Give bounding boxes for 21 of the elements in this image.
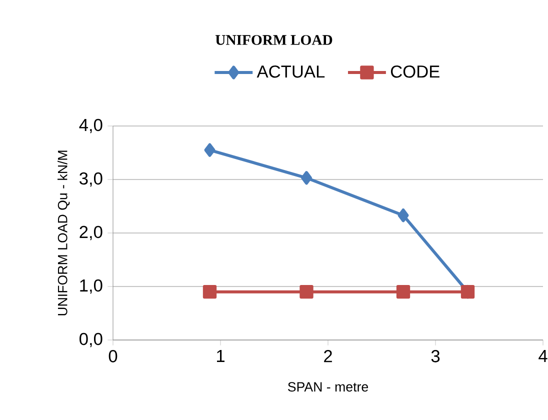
chart-title: UNIFORM LOAD [215, 35, 332, 45]
legend-label: ACTUAL [256, 65, 325, 78]
point [300, 285, 314, 299]
point [202, 285, 217, 299]
y-axis-title: UNIFORM LOAD Qu - kN/M [58, 150, 70, 316]
point [396, 285, 410, 299]
x-tick-label: 0 [108, 350, 118, 362]
legend-label: CODE [390, 65, 440, 78]
y-tick-label: 0,0 [80, 332, 102, 348]
point [204, 143, 216, 157]
y-tick-label: 3,0 [80, 172, 102, 187]
x-tick-label: 2 [324, 350, 332, 362]
y-tick-label: 2,0 [80, 226, 102, 240]
x-tick-label: 4 [538, 350, 548, 362]
point [398, 208, 409, 222]
y-tick-label: 4,0 [79, 118, 102, 134]
x-tick-label: 1 [217, 350, 224, 362]
y-tick-label: 1,0 [80, 279, 102, 294]
x-tick-label: 3 [431, 350, 440, 362]
point [301, 171, 312, 185]
x-axis-title: SPAN - metre [288, 382, 368, 392]
